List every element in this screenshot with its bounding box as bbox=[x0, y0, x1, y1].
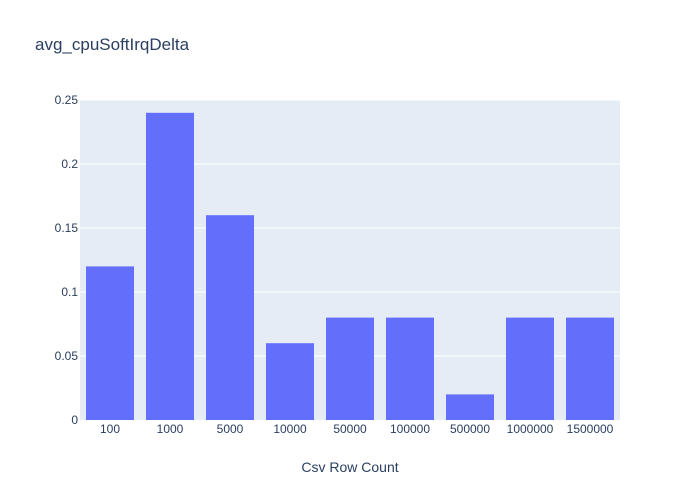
y-tick-label: 0.15 bbox=[55, 221, 79, 235]
chart-title: avg_cpuSoftIrqDelta bbox=[35, 35, 190, 54]
y-tick-label: 0.2 bbox=[61, 157, 78, 171]
x-tick-label: 100 bbox=[100, 422, 120, 436]
bars bbox=[86, 112, 614, 421]
x-tick-label: 100000 bbox=[390, 422, 430, 436]
x-tick-label: 5000 bbox=[217, 422, 244, 436]
y-tick-label: 0.1 bbox=[61, 285, 78, 299]
x-tick-label: 1000000 bbox=[507, 422, 554, 436]
bar-100 bbox=[86, 266, 134, 420]
bar-5000 bbox=[206, 215, 254, 420]
bar-100000 bbox=[386, 317, 434, 420]
bar-1000000 bbox=[506, 317, 554, 420]
x-tick-label: 500000 bbox=[450, 422, 490, 436]
x-tick-label: 50000 bbox=[333, 422, 367, 436]
bar-1000 bbox=[146, 112, 194, 421]
y-tick-labels: 0 0.05 0.1 0.15 0.2 0.25 bbox=[55, 93, 79, 427]
y-tick-label: 0.25 bbox=[55, 93, 79, 107]
y-tick-label: 0.05 bbox=[55, 349, 79, 363]
x-tick-label: 1000 bbox=[157, 422, 184, 436]
bar-10000 bbox=[266, 343, 314, 420]
x-tick-label: 10000 bbox=[273, 422, 307, 436]
x-tick-labels: 100 1000 5000 10000 50000 100000 500000 1000000… bbox=[100, 422, 614, 436]
x-tick-label: 1500000 bbox=[567, 422, 614, 436]
bar-1500000 bbox=[566, 317, 614, 420]
y-tick-label: 0 bbox=[71, 413, 78, 427]
bar-50000 bbox=[326, 317, 374, 420]
x-axis-title: Csv Row Count bbox=[301, 459, 398, 475]
bar-500000 bbox=[446, 394, 494, 420]
